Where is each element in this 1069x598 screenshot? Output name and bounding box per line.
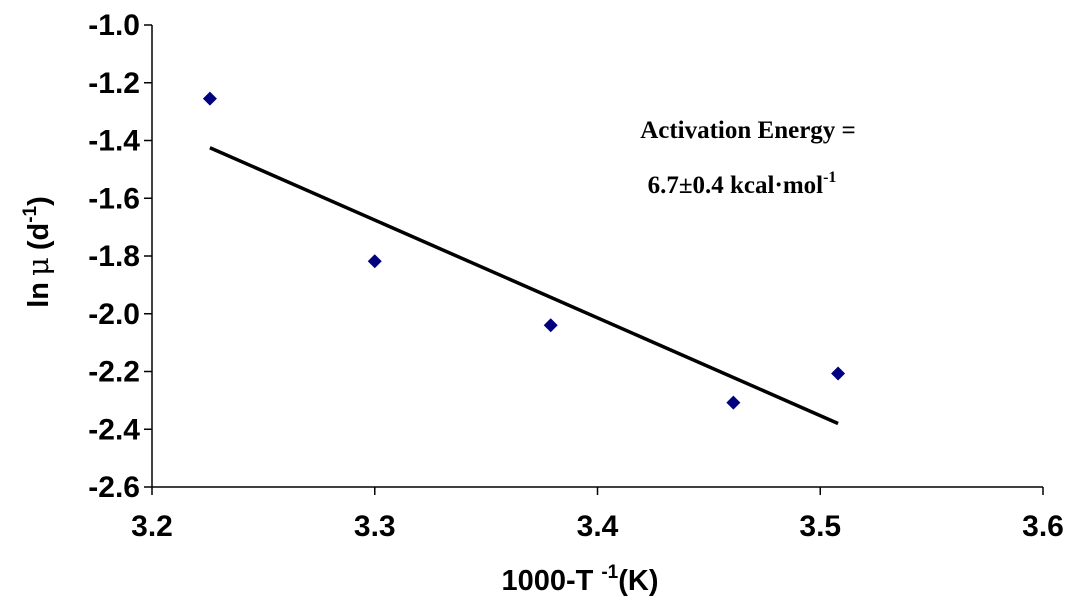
x-axis-label-sup: -1 xyxy=(601,562,618,583)
x-tick-label: 3.5 xyxy=(799,510,841,543)
x-tick-label: 3.2 xyxy=(131,510,173,543)
data-point xyxy=(543,318,558,333)
y-axis-label-unit-close: ) xyxy=(23,196,55,206)
y-axis-label-symbol: μ xyxy=(21,257,55,276)
y-ticks: -1.0 -1.2 -1.4 -1.6 -1.8 -2.0 -2.2 -2.4 -2.6 xyxy=(88,9,152,504)
trendline xyxy=(209,146,839,426)
y-tick-label: -1.0 xyxy=(88,9,140,42)
data-points xyxy=(202,91,846,410)
data-point xyxy=(367,254,382,269)
x-tick-label: 3.3 xyxy=(354,510,396,543)
x-axis-label-unit: (K) xyxy=(618,565,658,597)
data-point xyxy=(202,91,217,106)
x-axis-label: 1000-T -1(K) xyxy=(501,562,658,597)
x-ticks: 3.2 3.3 3.4 3.5 3.6 xyxy=(131,487,1064,543)
data-point xyxy=(831,366,846,381)
y-axis-label: ln μ (d-1) xyxy=(20,196,55,308)
axes xyxy=(151,25,1043,488)
annotation-line2-main: 6.7±0.4 kcal·mol xyxy=(648,172,824,199)
annotation-line2: 6.7±0.4 kcal·mol-1 xyxy=(648,169,837,199)
y-tick-label: -1.2 xyxy=(88,67,140,100)
x-tick-label: 3.6 xyxy=(1022,510,1064,543)
y-tick-label: -2.4 xyxy=(88,413,140,446)
y-axis-label-main: ln xyxy=(23,282,55,308)
x-tick-label: 3.4 xyxy=(577,510,619,543)
x-axis-label-main: 1000-T xyxy=(501,565,593,597)
y-tick-label: -2.6 xyxy=(88,471,140,504)
y-tick-label: -2.2 xyxy=(88,356,140,389)
y-tick-label: -1.8 xyxy=(88,240,140,273)
data-point xyxy=(726,395,741,410)
y-tick-label: -1.4 xyxy=(88,125,140,158)
trendline-group xyxy=(209,146,839,426)
y-tick-label: -2.0 xyxy=(88,298,140,331)
y-axis-label-unit-sup: -1 xyxy=(20,205,41,222)
annotation-line2-sup: -1 xyxy=(823,169,836,186)
y-axis-label-unit-open: (d xyxy=(23,223,55,250)
annotation-line1: Activation Energy = xyxy=(640,117,856,144)
y-tick-label: -1.6 xyxy=(88,182,140,215)
